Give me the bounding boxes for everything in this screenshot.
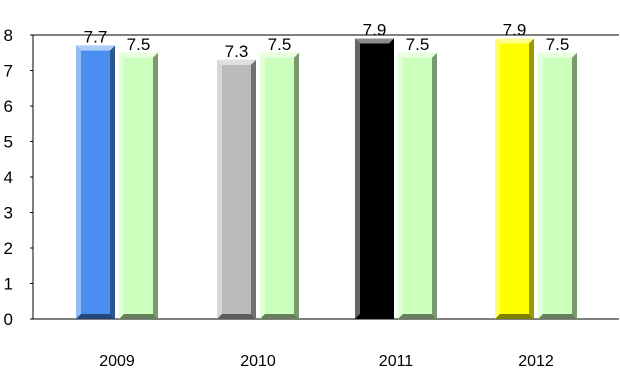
data-label: 7.5 bbox=[127, 35, 151, 54]
bar-bevel-right bbox=[251, 59, 256, 319]
y-tick-label: 3 bbox=[4, 204, 13, 223]
x-category-label: 2010 bbox=[240, 353, 276, 370]
bar-bevel-right bbox=[432, 52, 437, 319]
y-tick-label: 4 bbox=[4, 168, 13, 187]
bar-face bbox=[217, 59, 256, 319]
bar-bevel-left bbox=[119, 52, 124, 319]
bar-face bbox=[76, 45, 115, 320]
y-tick-label: 0 bbox=[4, 310, 13, 329]
bar-bevel-top bbox=[355, 38, 394, 44]
data-label: 7.9 bbox=[363, 21, 387, 40]
y-tick-label: 2 bbox=[4, 239, 13, 258]
bar bbox=[495, 38, 534, 320]
data-label: 7.5 bbox=[268, 35, 292, 54]
data-label: 7.5 bbox=[406, 35, 430, 54]
bar-bevel-left bbox=[76, 45, 81, 320]
data-label: 7.7 bbox=[84, 28, 108, 47]
bar bbox=[76, 45, 115, 320]
data-label: 7.9 bbox=[503, 21, 527, 40]
bar-bevel-bottom bbox=[217, 314, 256, 319]
bar-bevel-right bbox=[294, 52, 299, 319]
data-label: 7.5 bbox=[546, 35, 570, 54]
bar-bevel-right bbox=[389, 38, 394, 320]
bar-bevel-top bbox=[538, 52, 577, 58]
bar-bevel-right bbox=[110, 45, 115, 320]
bar-face bbox=[538, 52, 577, 319]
x-category-label: 2011 bbox=[379, 353, 414, 370]
y-tick-label: 7 bbox=[4, 62, 13, 81]
bar-bevel-bottom bbox=[119, 314, 158, 319]
bar-face bbox=[398, 52, 437, 319]
bar-bevel-bottom bbox=[538, 314, 577, 319]
bar-bevel-top bbox=[119, 52, 158, 58]
bar-bevel-left bbox=[538, 52, 543, 319]
bar-bevel-right bbox=[572, 52, 577, 319]
bar-bevel-bottom bbox=[355, 314, 394, 319]
x-category-label: 2009 bbox=[99, 353, 135, 370]
bar-bevel-left bbox=[355, 38, 360, 320]
bar-bevel-right bbox=[153, 52, 158, 319]
labels: 2009 7.7 7.5 2010 7.3 7.5 2011 7.9 7.5 2012 7.9 7.5 bbox=[84, 21, 570, 370]
bar bbox=[119, 52, 158, 319]
bar-bevel-left bbox=[495, 38, 500, 320]
bar bbox=[355, 38, 394, 320]
bar-face bbox=[355, 38, 394, 320]
bar-bevel-left bbox=[217, 59, 222, 319]
bar-bevel-top bbox=[260, 52, 299, 58]
bar-bevel-top bbox=[398, 52, 437, 58]
bar-bevel-bottom bbox=[76, 314, 115, 319]
bar-bevel-top bbox=[217, 59, 256, 65]
bars bbox=[76, 38, 577, 320]
y-tick-label: 1 bbox=[4, 275, 13, 294]
bar-bevel-right bbox=[529, 38, 534, 320]
data-label: 7.3 bbox=[225, 42, 249, 61]
bar bbox=[398, 52, 437, 319]
bar-face bbox=[495, 38, 534, 320]
bar-bevel-left bbox=[398, 52, 403, 319]
bar-bevel-bottom bbox=[260, 314, 299, 319]
bar-bevel-top bbox=[76, 45, 115, 51]
bar-face bbox=[119, 52, 158, 319]
bar bbox=[538, 52, 577, 319]
bar-bevel-top bbox=[495, 38, 534, 44]
bar-bevel-bottom bbox=[495, 314, 534, 319]
bar bbox=[217, 59, 256, 319]
y-tick-label: 6 bbox=[4, 97, 13, 116]
bar-bevel-left bbox=[260, 52, 265, 319]
x-category-label: 2012 bbox=[518, 353, 554, 370]
bar-face bbox=[260, 52, 299, 319]
bar-bevel-bottom bbox=[398, 314, 437, 319]
bar bbox=[260, 52, 299, 319]
y-tick-label: 5 bbox=[4, 133, 13, 152]
y-tick-label: 8 bbox=[4, 26, 13, 45]
